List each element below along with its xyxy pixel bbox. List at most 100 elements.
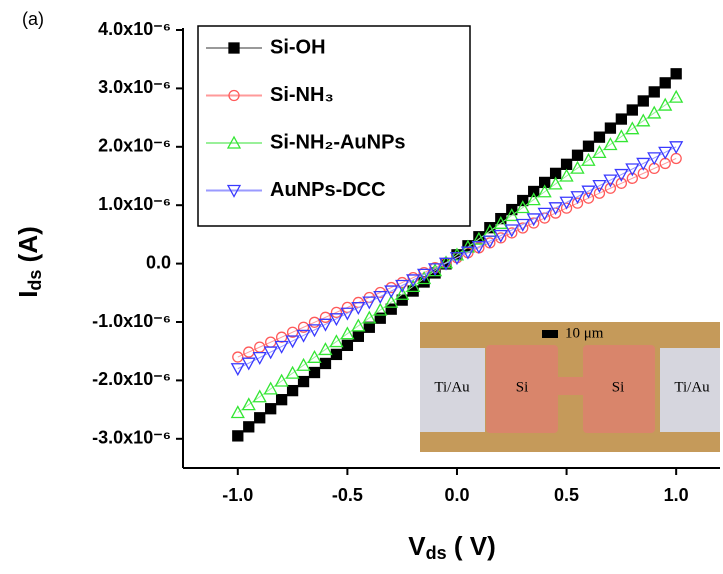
x-label-sub: ds: [426, 543, 447, 563]
marker: [438, 257, 454, 271]
legend-label: Si-NH₃: [270, 84, 334, 106]
marker: [669, 89, 684, 103]
marker: [559, 196, 574, 210]
marker: [396, 294, 408, 306]
marker: [571, 197, 584, 209]
inset-image: 10 μm Ti/Au Si Si Ti/Au: [420, 322, 720, 452]
y-tick-label: -3.0x10⁻⁶: [92, 428, 171, 448]
marker: [625, 121, 640, 135]
marker: [515, 218, 530, 232]
legend: Si-OH Si-NH₃ Si-NH₂-AuNPs AuNPs-DCC: [197, 25, 471, 227]
marker: [581, 152, 596, 166]
marker: [241, 397, 256, 411]
marker: [471, 241, 486, 255]
series: [230, 141, 684, 377]
marker: [362, 296, 377, 310]
marker: [471, 231, 486, 245]
marker: [449, 252, 465, 266]
x-tick-label: -0.5: [332, 485, 363, 505]
y-axis-label: Ids (A): [13, 226, 45, 298]
marker: [582, 140, 595, 152]
marker: [230, 405, 245, 419]
plot-area: 4.0x10⁻⁶ 3.0x10⁻⁶ 2.0x10⁻⁶ 1.0x10⁻⁶ 0.0 -1.0x…: [92, 19, 720, 505]
marker: [637, 95, 649, 107]
marker: [636, 157, 651, 171]
legend-label: AuNPs-DCC: [270, 179, 386, 201]
marker: [406, 279, 421, 293]
marker: [395, 286, 410, 300]
marker: [319, 311, 332, 323]
marker: [263, 346, 278, 360]
x-axis-label: Vds ( V): [408, 531, 495, 563]
scale-bar: [542, 330, 558, 338]
marker: [548, 202, 563, 216]
inset-label: Ti/Au: [674, 379, 710, 395]
marker: [373, 290, 388, 304]
marker: [537, 207, 552, 221]
marker: [570, 191, 585, 205]
y-tick-label: 4.0x10⁻⁶: [98, 19, 171, 39]
marker: [582, 192, 595, 204]
scale-label: 10 μm: [565, 325, 604, 341]
marker: [329, 334, 344, 348]
marker: [297, 321, 310, 333]
marker: [560, 202, 573, 214]
marker: [318, 342, 333, 356]
x-tick-label: -1.0: [222, 485, 253, 505]
y-label-main: I: [13, 291, 43, 298]
marker: [571, 149, 584, 161]
marker: [385, 303, 397, 315]
marker: [449, 247, 465, 261]
y-tick-label: 3.0x10⁻⁶: [98, 77, 171, 97]
marker: [263, 381, 278, 395]
marker: [230, 363, 245, 377]
marker: [362, 310, 377, 324]
marker: [341, 339, 354, 352]
marker: [329, 313, 344, 327]
pad: [660, 348, 720, 432]
marker: [232, 430, 244, 442]
marker: [340, 326, 355, 340]
marker: [384, 294, 399, 308]
marker: [363, 321, 375, 333]
marker: [593, 187, 606, 199]
marker: [228, 42, 240, 54]
marker: [275, 394, 288, 406]
marker: [526, 192, 541, 206]
marker: [515, 200, 530, 214]
marker: [658, 146, 673, 160]
series-line: [237, 96, 677, 413]
marker: [265, 403, 277, 415]
marker: [341, 301, 354, 314]
marker: [647, 152, 662, 166]
marker: [417, 271, 432, 285]
marker: [603, 174, 618, 188]
legend-label: Si-OH: [270, 36, 326, 58]
marker: [351, 318, 366, 332]
marker: [570, 160, 585, 174]
marker: [636, 113, 651, 127]
si-region: [583, 345, 655, 433]
marker: [297, 375, 310, 388]
marker: [670, 68, 682, 80]
x-tick-label: 1.0: [664, 485, 689, 505]
marker: [296, 357, 311, 371]
marker: [482, 235, 497, 249]
marker: [528, 217, 540, 229]
marker: [330, 348, 343, 361]
marker: [226, 135, 242, 149]
marker: [232, 351, 244, 363]
y-tick-label: 2.0x10⁻⁶: [98, 136, 171, 156]
marker: [593, 131, 606, 143]
marker: [241, 357, 256, 371]
marker: [330, 306, 343, 319]
y-tick-label: 0.0: [146, 252, 171, 272]
marker: [559, 168, 574, 182]
y-tick-label: -1.0x10⁻⁶: [92, 311, 171, 331]
marker: [340, 307, 355, 321]
marker: [395, 279, 410, 293]
marker: [504, 224, 519, 238]
marker: [243, 421, 255, 433]
x-label-main: V: [408, 531, 426, 561]
